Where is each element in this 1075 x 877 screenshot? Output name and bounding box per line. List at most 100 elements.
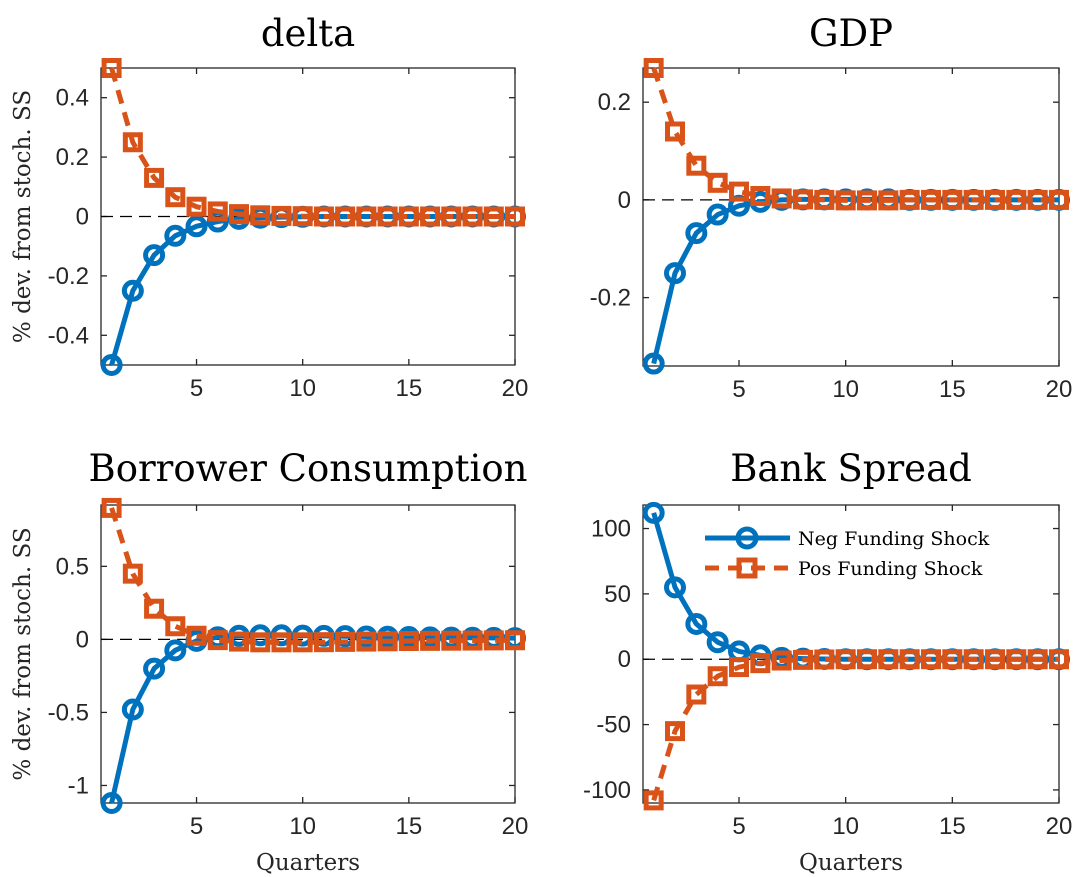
y-tick-label: -0.2 [48,263,89,290]
data-point-pos [793,649,813,670]
data-point-pos [398,206,419,227]
data-point-pos [835,649,856,670]
data-point-pos [942,649,963,670]
data-point-pos [878,649,899,670]
data-point-pos [1027,189,1048,210]
x-tick-label: 10 [832,813,859,840]
data-point-neg [642,501,665,524]
data-point-neg [664,262,686,285]
data-point-pos [292,206,313,227]
data-point-pos [686,155,707,176]
data-point-pos [229,204,249,225]
data-point-pos [335,206,356,227]
data-point-neg [706,631,729,654]
legend-pos-marker [736,557,758,579]
legend: Neg Funding Shock Pos Funding Shock [705,526,990,580]
data-point-pos [122,563,143,584]
series-line-pos [651,656,1059,802]
data-point-pos [186,625,207,646]
series-line-pos [109,507,516,645]
data-point-pos [483,206,504,227]
data-point-pos [122,132,143,153]
data-point-pos [985,189,1005,210]
data-point-neg [100,792,123,814]
y-tick-label: 0 [76,626,89,653]
x-tick-label: 10 [289,813,316,840]
data-point-pos [1049,189,1069,210]
data-point-pos [665,721,685,742]
data-point-pos [835,190,856,211]
data-point-neg [100,354,123,376]
data-point-pos [771,650,792,671]
data-point-pos [857,190,877,211]
data-point-pos [899,649,920,670]
data-point-pos [207,630,228,651]
data-point-pos [271,205,292,226]
data-point-pos [101,58,122,78]
data-point-pos [420,206,441,227]
data-point-pos [729,657,749,678]
x-tick-label: 15 [939,376,966,403]
data-point-pos [771,188,792,209]
data-point-pos [643,58,664,78]
y-tick-label: 0.2 [56,144,89,171]
data-point-pos [101,497,122,518]
x-tick-label: 20 [1046,813,1073,840]
data-point-pos [229,631,249,652]
data-point-pos [313,206,334,227]
data-point-pos [729,181,749,202]
data-point-neg [121,279,144,302]
x-axis-label: Quarters [799,850,903,876]
data-point-pos [665,121,685,142]
data-point-pos [441,630,462,651]
data-point-pos [186,196,207,217]
data-point-neg [685,612,708,635]
x-axis-label: Quarters [256,850,360,876]
panel-title: Bank Spread [730,447,972,490]
data-point-pos [441,206,462,227]
data-point-pos [1027,649,1048,670]
data-point-neg [664,576,686,599]
x-tick-label: 20 [502,375,529,402]
y-tick-label: 0.4 [56,85,89,112]
data-point-neg [706,203,729,226]
x-tick-label: 5 [190,375,203,402]
axes-box [642,67,1060,367]
y-tick-label: -1 [68,772,89,799]
series-line-neg [109,214,515,366]
panel-title: GDP [809,12,893,55]
data-point-pos [292,632,313,653]
plot-area: 5 10 15 20 -100 -50 0 50 100 [583,501,1073,840]
x-tick-label: 20 [1046,376,1073,403]
data-point-pos [643,790,664,811]
data-point-pos [377,206,398,227]
x-tick-label: 5 [732,376,745,403]
y-tick-label: -0.4 [48,322,89,349]
data-point-pos [963,189,984,210]
data-point-pos [250,632,271,653]
data-point-pos [144,167,165,188]
data-point-pos [878,190,899,211]
data-point-pos [165,616,186,637]
legend-pos-label: Pos Funding Shock [798,558,983,580]
data-point-neg [642,352,665,375]
data-point-pos [814,189,835,210]
panel-delta: 5 10 15 20 -0.4 -0.2 0 0.2 0.4 delta % dev. from… [10,12,528,402]
x-tick-label: 10 [289,375,316,402]
x-tick-label: 15 [395,375,422,402]
data-point-pos [313,632,334,653]
x-tick-label: 20 [502,813,529,840]
data-point-pos [377,631,398,652]
data-point-pos [707,172,728,193]
legend-neg-marker [735,526,759,550]
axes-box [100,504,516,804]
y-tick-label: -100 [583,777,631,804]
data-point-pos [207,201,228,222]
x-tick-label: 15 [939,813,966,840]
data-point-pos [250,205,271,226]
data-point-pos [707,666,728,687]
data-point-pos [750,185,771,206]
data-point-pos [793,189,813,210]
data-point-pos [963,649,984,670]
